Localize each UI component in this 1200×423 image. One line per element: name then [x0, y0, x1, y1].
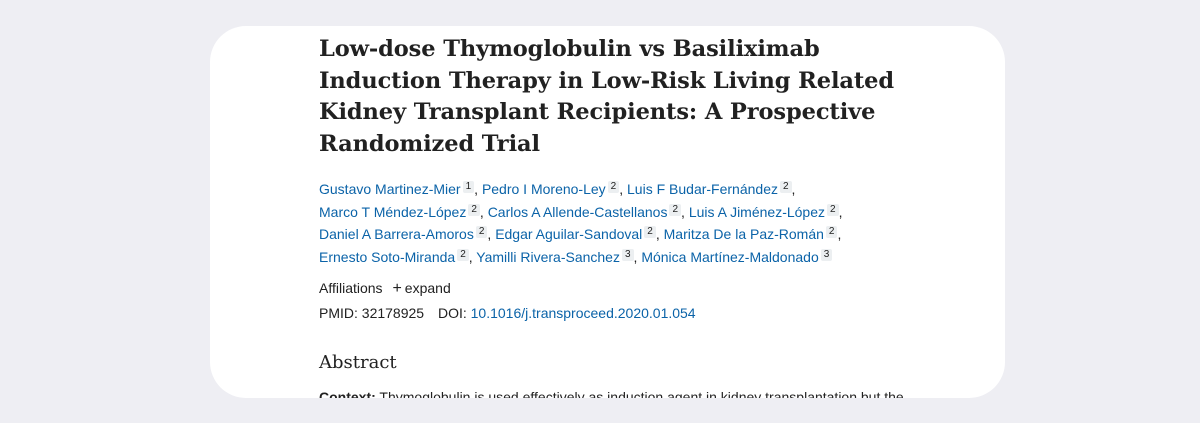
- author-link[interactable]: Yamilli Rivera-Sanchez: [476, 248, 620, 265]
- author-item: Luis A Jiménez-López 2: [688, 203, 839, 220]
- pmid-label: PMID:: [319, 305, 358, 321]
- article-title: Low-dose Thymoglobulin vs Basiliximab In…: [319, 36, 895, 157]
- author-link[interactable]: Luis A Jiménez-López: [688, 203, 826, 220]
- affiliation-number[interactable]: 2: [825, 226, 838, 238]
- author-link[interactable]: Edgar Aguilar-Sandoval: [495, 226, 643, 242]
- author-item: Maritza De la Paz-Román 2: [664, 226, 838, 242]
- author-item: Yamilli Rivera-Sanchez 3: [476, 248, 634, 265]
- author-item: Gustavo Martinez-Mier 1: [319, 181, 475, 197]
- affiliation-number[interactable]: 2: [779, 181, 792, 193]
- author-link[interactable]: Mónica Martínez-Maldonado: [641, 248, 819, 265]
- author-link[interactable]: Daniel A Barrera-Amoros: [319, 226, 474, 242]
- affiliation-number[interactable]: 2: [827, 203, 839, 216]
- author-link[interactable]: Luis F Budar-Fernández: [627, 181, 778, 197]
- affiliation-number[interactable]: 3: [820, 248, 833, 261]
- author-link[interactable]: Maritza De la Paz-Román: [663, 226, 824, 242]
- affiliation-number[interactable]: 2: [475, 226, 488, 238]
- author-item: Daniel A Barrera-Amoros 2: [319, 226, 488, 242]
- affiliations-row: Affiliations + expand: [319, 278, 949, 299]
- author-item: Carlos A Allende-Castellanos 2: [487, 203, 682, 220]
- author-item: Pedro I Moreno-Ley 2: [481, 181, 620, 197]
- author-item: Marco T Méndez-López 2: [319, 203, 480, 220]
- plus-icon: +: [392, 280, 402, 297]
- affiliation-number[interactable]: 1: [462, 181, 475, 193]
- doi-label: DOI:: [437, 305, 467, 321]
- expand-label: expand: [404, 280, 451, 296]
- affiliation-number[interactable]: 2: [468, 203, 480, 216]
- abstract-heading: Abstract: [319, 352, 397, 373]
- abstract-context: Context: Thymoglobulin is used effective…: [319, 387, 949, 398]
- author-link[interactable]: Marco T Méndez-López: [319, 203, 467, 220]
- affiliation-number[interactable]: 2: [644, 226, 656, 238]
- author-link[interactable]: Carlos A Allende-Castellanos: [487, 203, 668, 220]
- context-label: Context:: [319, 389, 376, 398]
- article-card: Low-dose Thymoglobulin vs Basiliximab In…: [210, 26, 1005, 398]
- author-link[interactable]: Ernesto Soto-Miranda: [319, 248, 456, 265]
- author-link[interactable]: Pedro I Moreno-Ley: [481, 181, 606, 197]
- author-link[interactable]: Gustavo Martinez-Mier: [319, 181, 461, 197]
- affiliation-number[interactable]: 2: [457, 248, 469, 261]
- pmid-value: 32178925: [361, 305, 425, 321]
- doi-link[interactable]: 10.1016/j.transproceed.2020.01.054: [470, 305, 696, 321]
- identifiers-row: PMID: 32178925 DOI: 10.1016/j.transproce…: [319, 303, 949, 323]
- article-content: Low-dose Thymoglobulin vs Basiliximab In…: [319, 34, 949, 398]
- author-list: Gustavo Martinez-Mier 1, Pedro I Moreno-L…: [319, 181, 843, 265]
- affiliation-number[interactable]: 2: [669, 203, 682, 216]
- author-item: Mónica Martínez-Maldonado 3: [641, 248, 833, 265]
- author-item: Luis F Budar-Fernández 2: [627, 181, 792, 197]
- affiliation-number[interactable]: 2: [607, 181, 620, 193]
- affiliation-number[interactable]: 3: [621, 248, 634, 261]
- author-item: Edgar Aguilar-Sandoval 2: [495, 226, 656, 242]
- author-item: Ernesto Soto-Miranda 2: [319, 248, 469, 265]
- expand-affiliations-button[interactable]: + expand: [392, 280, 451, 297]
- affiliations-label: Affiliations: [319, 280, 383, 296]
- context-text: Thymoglobulin is used effectively as ind…: [379, 389, 904, 398]
